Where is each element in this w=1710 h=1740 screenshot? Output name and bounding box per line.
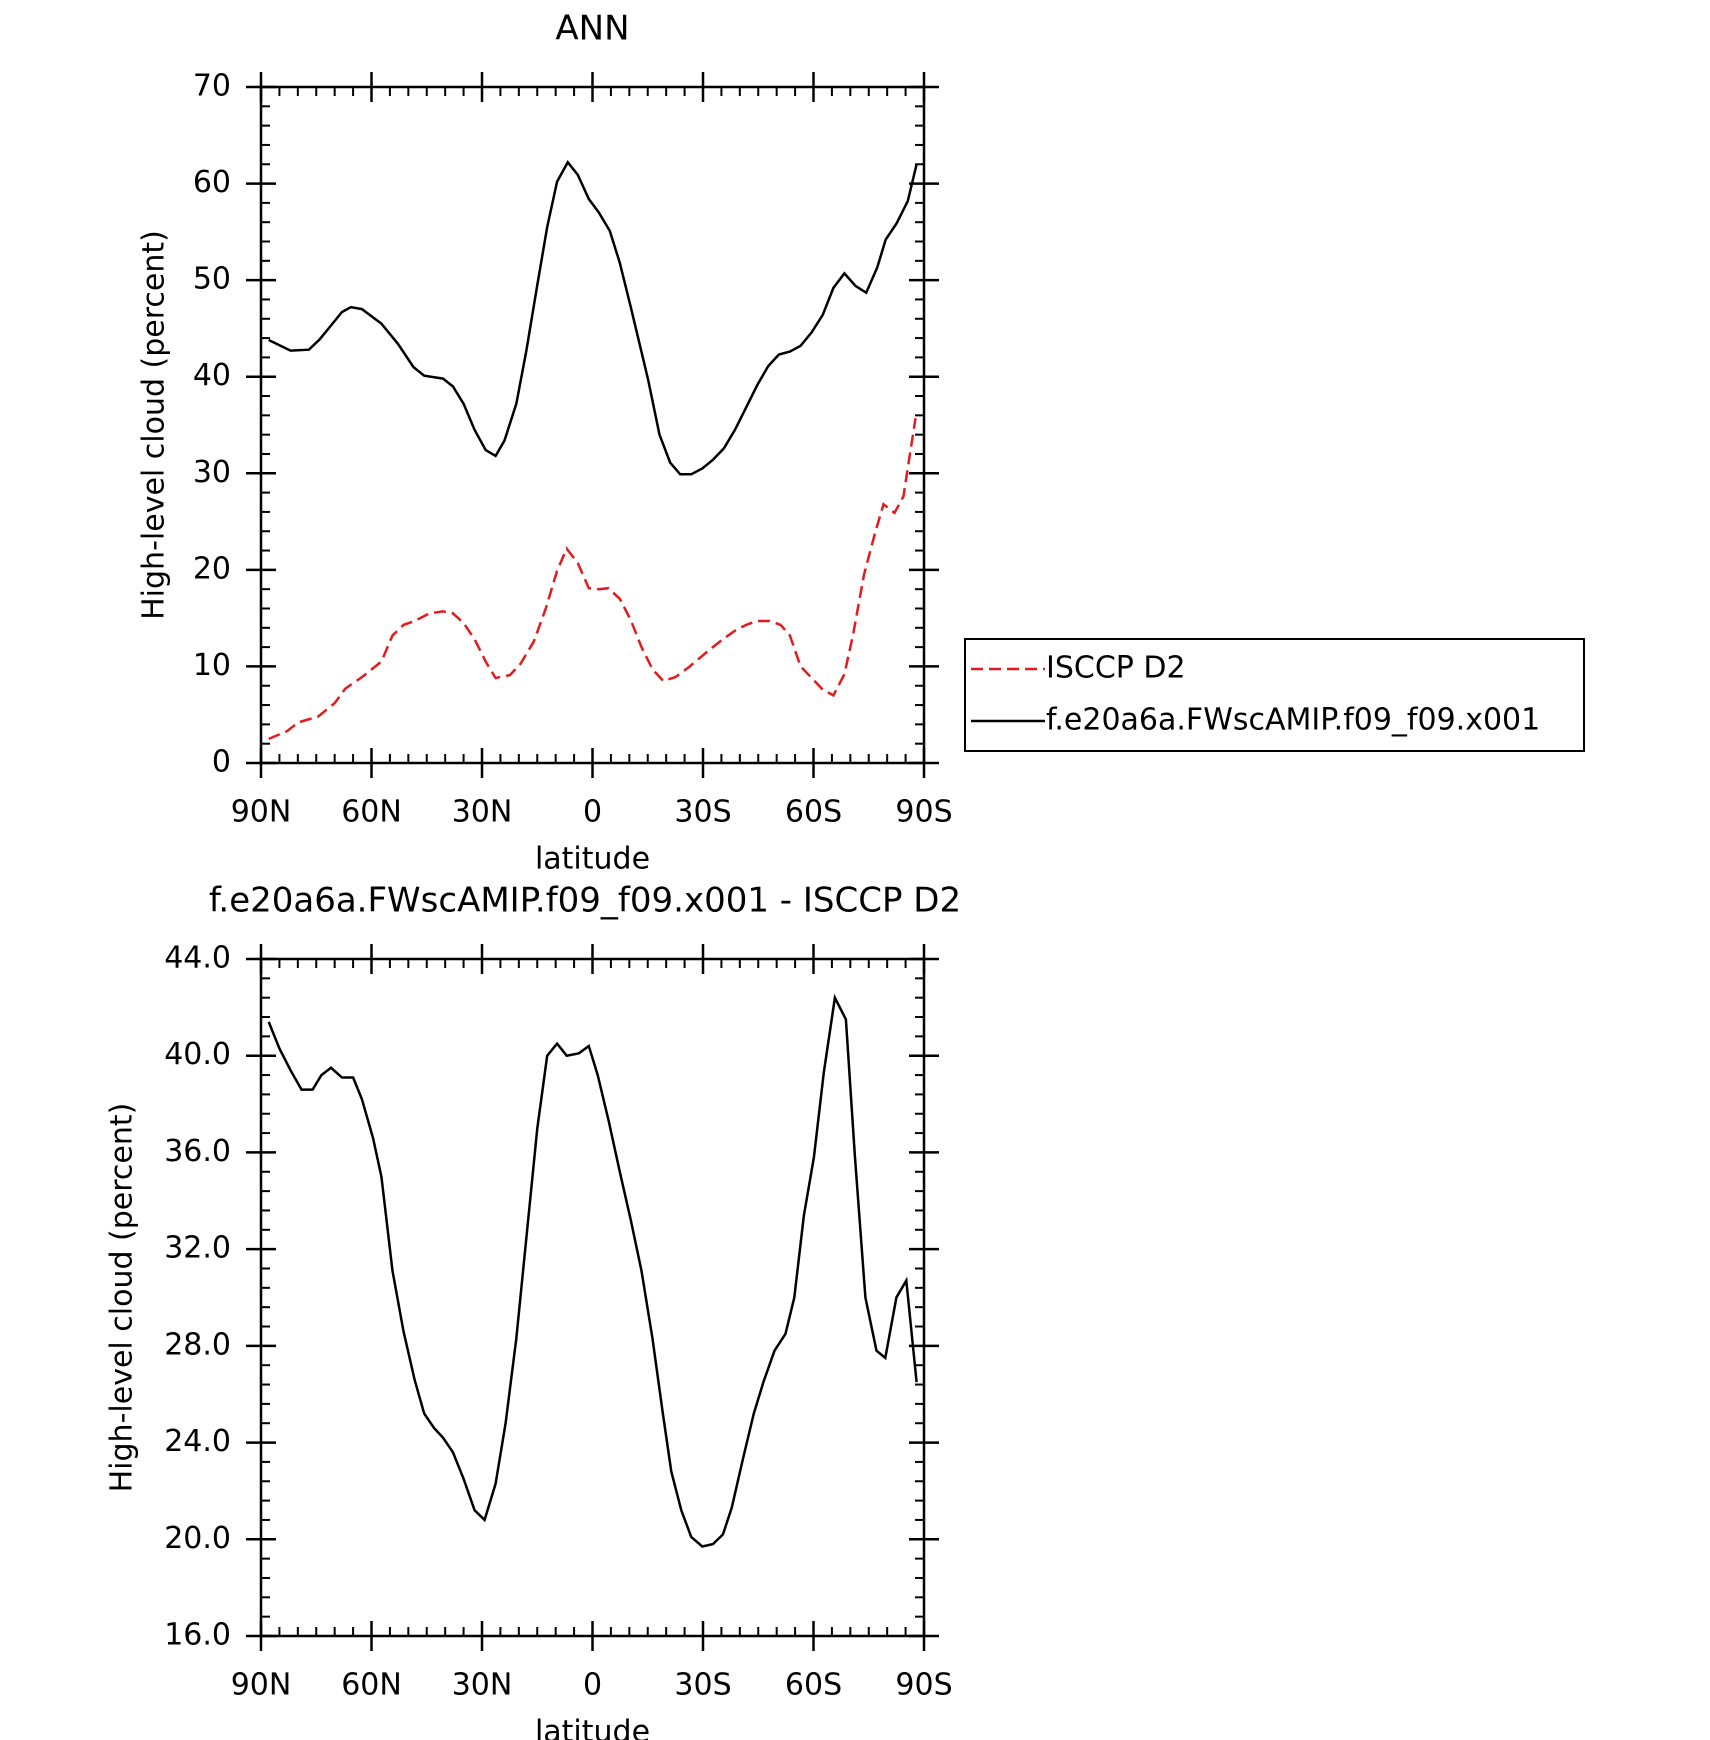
y-axis-label: High-level cloud (percent) bbox=[137, 230, 172, 620]
y-tick-label: 36.0 bbox=[164, 1134, 231, 1169]
y-tick-label: 44.0 bbox=[164, 941, 231, 976]
y-tick-label: 10 bbox=[193, 648, 231, 683]
x-tick-label: 30N bbox=[452, 795, 513, 830]
chart-title: ANN bbox=[555, 9, 629, 49]
y-tick-label: 60 bbox=[193, 165, 231, 200]
y-tick-label: 40.0 bbox=[164, 1037, 231, 1072]
x-axis-label: latitude bbox=[535, 842, 650, 877]
x-tick-label: 90N bbox=[231, 1668, 292, 1703]
x-tick-label: 0 bbox=[583, 795, 602, 830]
legend-label: f.e20a6a.FWscAMIP.f09_f09.x001 bbox=[1046, 703, 1540, 738]
y-tick-label: 0 bbox=[212, 745, 231, 780]
x-tick-label: 90N bbox=[231, 795, 292, 830]
x-tick-label: 0 bbox=[583, 1668, 602, 1703]
y-tick-label: 20 bbox=[193, 551, 231, 586]
series-line bbox=[268, 160, 918, 476]
x-tick-label: 60N bbox=[341, 795, 402, 830]
chart-title: f.e20a6a.FWscAMIP.f09_f09.x001 - ISCCP D… bbox=[209, 881, 961, 921]
y-axis-label: High-level cloud (percent) bbox=[105, 1103, 140, 1493]
series-line bbox=[267, 993, 918, 1548]
legend-box bbox=[964, 638, 1585, 752]
x-tick-label: 30S bbox=[674, 795, 731, 830]
legend-label: ISCCP D2 bbox=[1046, 651, 1186, 686]
y-tick-label: 32.0 bbox=[164, 1231, 231, 1266]
x-tick-label: 30N bbox=[452, 1668, 513, 1703]
x-tick-label: 90S bbox=[895, 1668, 952, 1703]
plot-frame bbox=[259, 957, 926, 1638]
x-tick-label: 90S bbox=[895, 795, 952, 830]
x-tick-label: 60N bbox=[341, 1668, 402, 1703]
y-tick-label: 24.0 bbox=[164, 1424, 231, 1459]
y-tick-label: 30 bbox=[193, 455, 231, 490]
series-line bbox=[268, 418, 917, 741]
x-tick-label: 60S bbox=[785, 795, 842, 830]
y-tick-label: 16.0 bbox=[164, 1618, 231, 1653]
x-tick-label: 30S bbox=[674, 1668, 731, 1703]
y-tick-label: 70 bbox=[193, 69, 231, 104]
x-tick-label: 60S bbox=[785, 1668, 842, 1703]
y-tick-label: 40 bbox=[193, 358, 231, 393]
y-tick-label: 28.0 bbox=[164, 1327, 231, 1362]
y-tick-label: 50 bbox=[193, 262, 231, 297]
x-axis-label: latitude bbox=[535, 1715, 650, 1740]
y-tick-label: 20.0 bbox=[164, 1521, 231, 1556]
plot-frame bbox=[259, 85, 926, 765]
